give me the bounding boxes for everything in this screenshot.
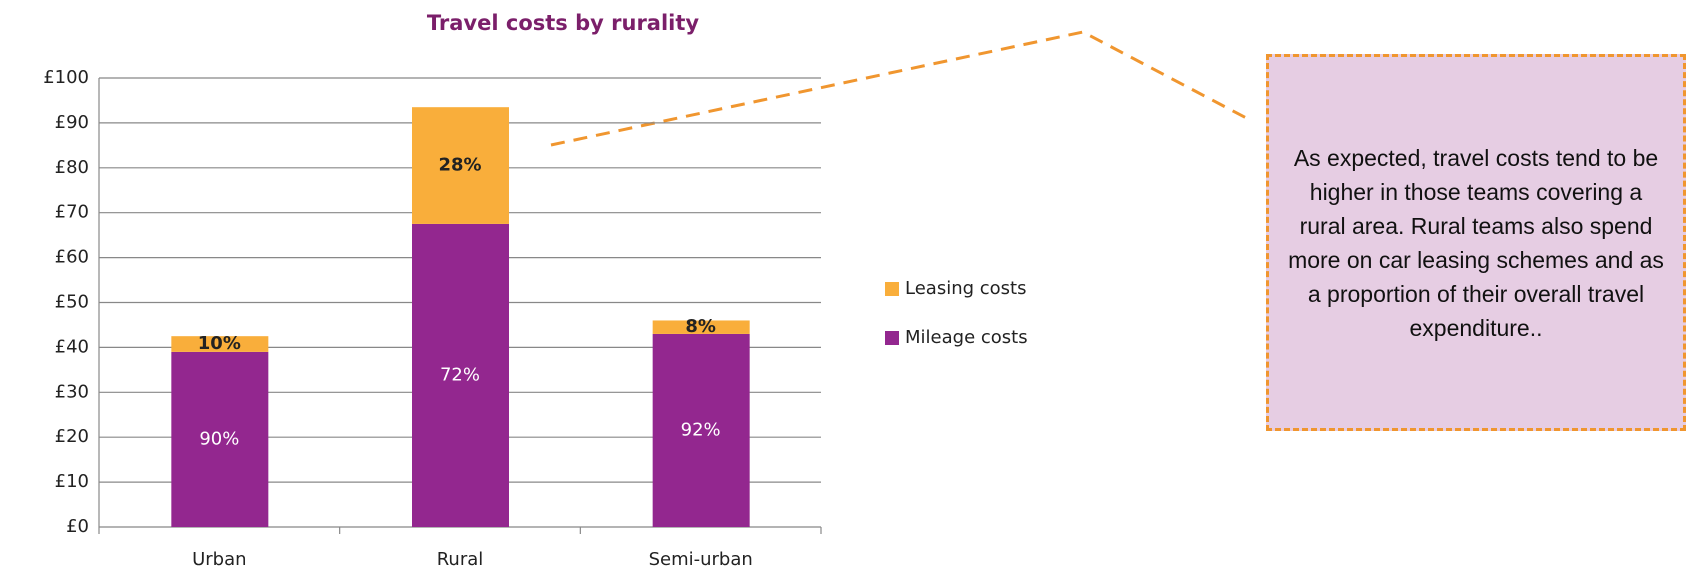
y-tick-label: £90 (55, 112, 89, 133)
data-label: 90% (199, 428, 239, 449)
data-label: 28% (438, 155, 481, 176)
legend-label: Mileage costs (905, 327, 1028, 348)
y-tick-label: £50 (55, 292, 89, 313)
bar-segment (171, 336, 269, 352)
y-tick-label: £80 (55, 157, 89, 178)
data-label: 92% (681, 419, 721, 440)
y-tick-label: £10 (55, 471, 89, 492)
annotation-box: As expected, travel costs tend to be hig… (1266, 54, 1686, 431)
x-tick-label: Semi-urban (649, 549, 753, 570)
data-label: 72% (440, 364, 480, 385)
callout-line (550, 30, 1253, 147)
data-label: 10% (198, 333, 241, 354)
y-tick-label: £0 (66, 516, 89, 537)
bar-segment (652, 333, 750, 527)
y-tick-label: £60 (55, 247, 89, 268)
y-tick-label: £30 (55, 381, 89, 402)
bar-segment (171, 351, 269, 527)
bar-segment (412, 107, 509, 224)
y-tick-label: £100 (43, 67, 89, 88)
x-tick-label: Urban (192, 549, 246, 570)
y-tick-label: £20 (55, 426, 89, 447)
legend-swatch (885, 282, 899, 296)
y-tick-label: £70 (55, 202, 89, 223)
data-label: 8% (685, 316, 716, 337)
bar-segment (412, 223, 509, 528)
x-tick-label: Rural (437, 549, 484, 570)
y-tick-label: £40 (55, 336, 89, 357)
legend-label: Leasing costs (905, 278, 1026, 299)
legend-swatch (885, 331, 899, 345)
bar-segment (652, 320, 750, 334)
chart-title: Travel costs by rurality (427, 11, 700, 35)
